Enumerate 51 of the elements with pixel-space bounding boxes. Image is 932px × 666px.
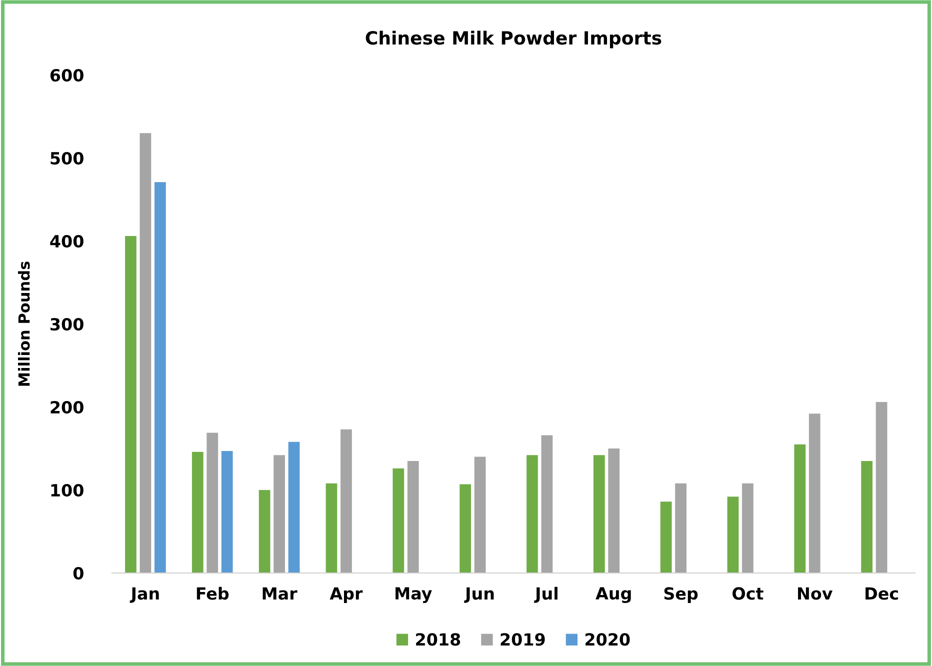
bar bbox=[660, 502, 672, 573]
legend-label: 2019 bbox=[500, 633, 545, 646]
x-tick-label: Jul bbox=[534, 586, 558, 603]
bar bbox=[593, 455, 605, 573]
bar bbox=[154, 182, 166, 573]
legend-label: 2018 bbox=[416, 633, 460, 646]
bar bbox=[742, 483, 754, 573]
bar bbox=[794, 444, 806, 573]
y-tick-label: 400 bbox=[50, 234, 84, 248]
x-tick-label: Nov bbox=[798, 587, 833, 600]
x-tick-label: Aug bbox=[596, 587, 631, 604]
bar bbox=[808, 414, 820, 573]
bar bbox=[460, 484, 472, 573]
x-tick-label: Oct bbox=[732, 587, 764, 600]
bar bbox=[392, 468, 404, 573]
x-tick-label: May bbox=[396, 587, 432, 604]
bar bbox=[258, 490, 270, 573]
x-tick-label: Dec bbox=[866, 587, 898, 600]
bar bbox=[192, 452, 204, 573]
bar bbox=[140, 133, 152, 573]
bar bbox=[675, 483, 686, 573]
bar bbox=[608, 448, 620, 573]
x-tick-label: Sep bbox=[664, 587, 698, 604]
bar bbox=[340, 429, 352, 573]
bar bbox=[206, 432, 218, 573]
x-tick-label: Mar bbox=[262, 587, 298, 600]
x-tick-label: Feb bbox=[196, 586, 229, 600]
bar bbox=[288, 442, 300, 573]
y-tick-label: 0 bbox=[73, 566, 84, 580]
bar bbox=[274, 455, 285, 573]
bar bbox=[474, 456, 486, 573]
y-tick-label: 100 bbox=[51, 484, 84, 497]
bar bbox=[727, 496, 739, 573]
chart-title: Chinese Milk Powder Imports bbox=[366, 30, 662, 48]
bar bbox=[326, 483, 338, 573]
y-tick-label: 500 bbox=[50, 152, 84, 165]
bar bbox=[407, 460, 419, 573]
y-tick-label: 200 bbox=[50, 400, 84, 414]
bar bbox=[541, 435, 553, 573]
x-tick-label: Jun bbox=[464, 587, 494, 603]
y-tick-label: 300 bbox=[50, 318, 84, 331]
x-tick-label: Jan bbox=[130, 587, 159, 603]
bar bbox=[125, 236, 136, 573]
bar bbox=[861, 460, 873, 573]
bar bbox=[221, 450, 233, 573]
bar bbox=[526, 455, 538, 573]
y-axis-title: Million Pounds bbox=[18, 262, 30, 386]
y-tick-label: 600 bbox=[50, 68, 84, 82]
legend-label: 2020 bbox=[586, 633, 630, 646]
x-tick-label: Apr bbox=[330, 587, 363, 604]
bar bbox=[876, 402, 888, 573]
